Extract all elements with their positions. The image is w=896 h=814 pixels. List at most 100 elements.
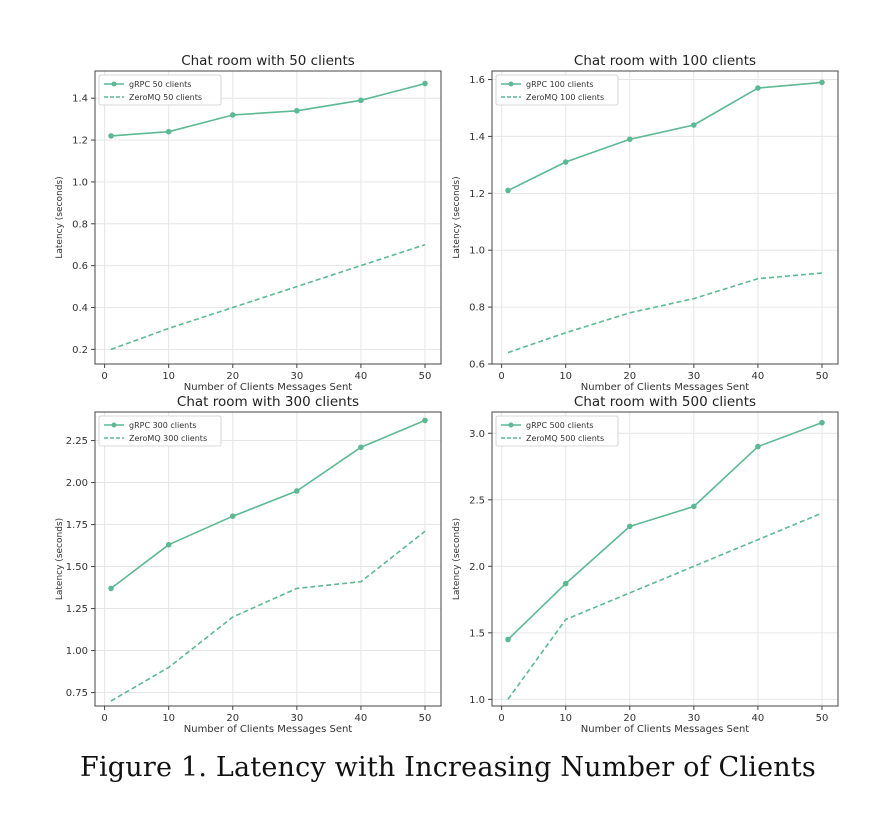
- grpc-data-point: [108, 133, 114, 139]
- x-tick-label: 10: [162, 713, 175, 724]
- legend-box: [98, 74, 222, 106]
- grpc-data-point: [165, 128, 172, 135]
- x-tick-label: 20: [623, 713, 636, 724]
- plot-area: [492, 412, 838, 706]
- x-tick-label: 40: [355, 371, 368, 382]
- grpc-data-point: [505, 187, 511, 194]
- x-tick-label: 20: [226, 371, 239, 382]
- y-tick-label: 0.6: [72, 261, 88, 272]
- y-tick-label: 1.75: [66, 520, 88, 531]
- y-tick-label: 1.50: [66, 562, 88, 573]
- y-axis-label: Latency (seconds): [452, 518, 462, 600]
- x-tick-label: 40: [752, 713, 765, 724]
- grpc-data-point: [165, 541, 172, 548]
- x-tick-label: 30: [687, 713, 700, 724]
- y-tick-label: 1.00: [66, 646, 88, 657]
- y-tick-label: 1.2: [469, 189, 485, 200]
- y-tick-label: 0.8: [469, 303, 485, 314]
- chart-panel-2: 0 10 20 30 40 50 0.6 0.8 1.0 1.2 1.4 1.6 Chat room w…: [452, 53, 839, 393]
- grpc-series-line: [507, 421, 823, 641]
- y-tick-label: 1.4: [72, 94, 88, 105]
- grpc-data-point: [691, 503, 697, 510]
- grpc-data-point: [294, 107, 300, 114]
- x-tick-label: 30: [290, 371, 303, 382]
- y-tick-label: 1.2: [72, 136, 88, 147]
- x-axis-label: Number of Clients Messages Sent: [581, 382, 750, 393]
- legend-label: ZeroMQ 500 clients: [526, 434, 604, 443]
- legend-box: [98, 415, 222, 447]
- axes-frame: [491, 70, 839, 365]
- y-axis-label: Latency (seconds): [452, 176, 462, 258]
- grpc-data-point: [229, 112, 236, 118]
- zeromq-series-line: [507, 512, 823, 700]
- x-axis-label: Number of Clients Messages Sent: [184, 382, 353, 393]
- figure-caption: Figure 1. Latency with Increasing Number…: [80, 752, 816, 783]
- legend-box: [495, 74, 619, 106]
- x-tick-label: 50: [419, 371, 432, 382]
- axes-frame: [491, 411, 839, 707]
- y-tick-label: 2.5: [469, 495, 485, 506]
- grpc-data-point: [819, 79, 825, 86]
- legend-label: gRPC 100 clients: [526, 80, 594, 89]
- x-tick-label: 0: [101, 371, 107, 382]
- y-tick-label: 0.75: [66, 688, 88, 699]
- grpc-data-point: [358, 444, 364, 451]
- grpc-data-point: [691, 122, 697, 128]
- x-tick-label: 10: [559, 371, 572, 382]
- legend-label: ZeroMQ 100 clients: [526, 93, 604, 102]
- legend-label: gRPC 50 clients: [129, 80, 191, 89]
- x-tick-label: 0: [498, 371, 504, 382]
- chart-title: Chat room with 300 clients: [177, 394, 359, 410]
- plot-area: [95, 71, 441, 364]
- zeromq-series-line: [507, 272, 823, 354]
- y-tick-label: 1.4: [469, 132, 485, 143]
- grpc-data-point: [626, 136, 633, 143]
- x-tick-label: 50: [816, 371, 829, 382]
- grpc-data-point: [505, 636, 511, 643]
- legend-label: gRPC 300 clients: [129, 421, 197, 430]
- grpc-data-point: [294, 488, 300, 494]
- y-tick-label: 1.0: [469, 246, 485, 257]
- x-tick-label: 30: [687, 371, 700, 382]
- y-tick-label: 0.6: [469, 360, 485, 371]
- grpc-data-point: [562, 580, 569, 587]
- x-tick-label: 20: [226, 713, 239, 724]
- grpc-data-point: [108, 585, 114, 592]
- legend-marker: [508, 422, 514, 428]
- legend-marker: [111, 81, 117, 87]
- zeromq-series-line: [110, 243, 426, 351]
- grpc-data-point: [229, 513, 236, 519]
- chart-title: Chat room with 100 clients: [574, 53, 756, 69]
- y-tick-label: 2.0: [469, 562, 485, 573]
- y-tick-label: 0.8: [72, 219, 88, 230]
- y-tick-label: 3.0: [469, 429, 485, 440]
- x-tick-label: 20: [623, 371, 636, 382]
- x-tick-label: 0: [498, 713, 504, 724]
- y-tick-label: 1.6: [469, 75, 485, 86]
- grpc-data-point: [755, 85, 761, 91]
- plot-area: [95, 412, 441, 706]
- grpc-series-line: [110, 82, 426, 137]
- legend-marker: [508, 81, 514, 87]
- x-tick-label: 40: [355, 713, 368, 724]
- grpc-series-line: [110, 419, 426, 590]
- x-axis-label: Number of Clients Messages Sent: [581, 724, 750, 735]
- chart-panel-3: 0 10 20 30 40 50 0.75 1.00 1.25 1.50 1.75 2.00 2.25 C…: [55, 394, 442, 735]
- y-tick-label: 2.25: [66, 436, 88, 447]
- plot-area: [492, 71, 838, 364]
- y-tick-label: 2.00: [66, 478, 88, 489]
- x-tick-label: 50: [816, 713, 829, 724]
- y-tick-label: 0.2: [72, 345, 88, 356]
- y-tick-label: 0.4: [72, 303, 88, 314]
- grpc-data-point: [422, 80, 428, 87]
- grpc-series-line: [507, 81, 823, 192]
- legend-label: gRPC 500 clients: [526, 421, 594, 430]
- y-axis-label: Latency (seconds): [55, 518, 65, 600]
- x-tick-label: 40: [752, 371, 765, 382]
- axes-frame: [94, 411, 442, 707]
- grpc-data-point: [358, 97, 364, 104]
- chart-panel-4: 0 10 20 30 40 50 1.0 1.5 2.0 2.5 3.0 Chat room with…: [452, 394, 839, 735]
- y-tick-label: 1.25: [66, 604, 88, 615]
- zeromq-series-line: [110, 530, 426, 702]
